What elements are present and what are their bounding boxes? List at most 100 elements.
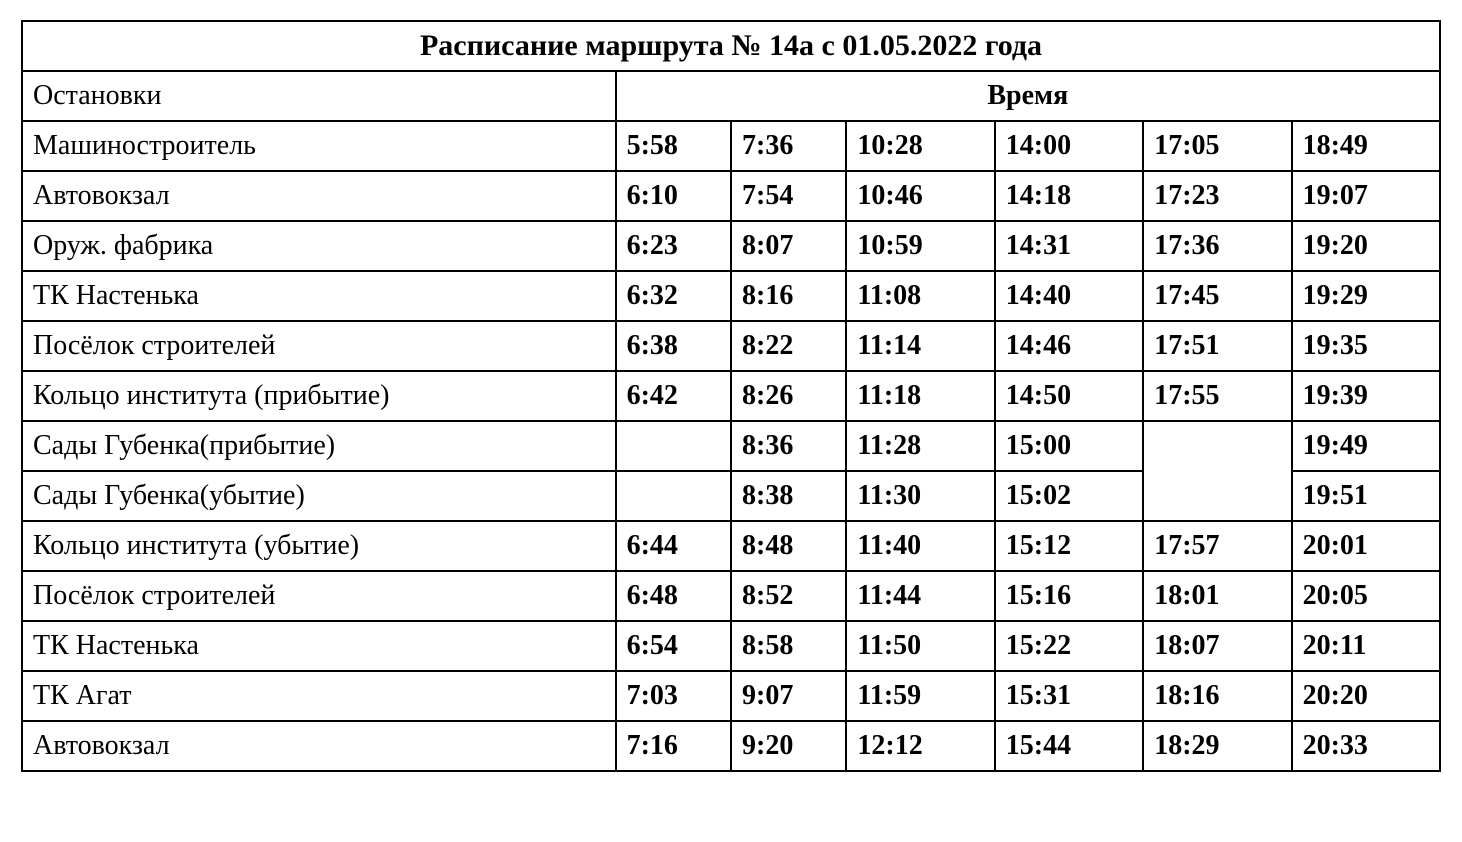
- stop-name: Машиностроитель: [22, 121, 616, 171]
- time-cell: 15:22: [995, 621, 1143, 671]
- time-cell: 19:20: [1292, 221, 1440, 271]
- time-cell: 9:20: [731, 721, 846, 771]
- table-row: Посёлок строителей6:388:2211:1414:4617:5…: [22, 321, 1440, 371]
- time-cell: 19:39: [1292, 371, 1440, 421]
- time-cell: 15:31: [995, 671, 1143, 721]
- stop-name: ТК Агат: [22, 671, 616, 721]
- time-cell: 17:51: [1143, 321, 1291, 371]
- time-cell: 19:35: [1292, 321, 1440, 371]
- time-cell: 14:50: [995, 371, 1143, 421]
- time-cell: 18:01: [1143, 571, 1291, 621]
- schedule-body: Машиностроитель5:587:3610:2814:0017:0518…: [22, 121, 1440, 771]
- table-row: Сады Губенка(прибытие) 8:3611:2815:00 19:4…: [22, 421, 1440, 471]
- time-cell: 6:48: [616, 571, 731, 621]
- stop-name: Сады Губенка(убытие): [22, 471, 616, 521]
- time-cell: 19:29: [1292, 271, 1440, 321]
- time-cell: 15:16: [995, 571, 1143, 621]
- time-cell: 20:20: [1292, 671, 1440, 721]
- stop-name: Посёлок строителей: [22, 321, 616, 371]
- stop-name: Автовокзал: [22, 721, 616, 771]
- time-cell: 11:50: [846, 621, 994, 671]
- table-row: ТК Агат7:039:0711:5915:3118:1620:20: [22, 671, 1440, 721]
- time-cell: 17:23: [1143, 171, 1291, 221]
- time-cell: 11:14: [846, 321, 994, 371]
- time-cell: 8:07: [731, 221, 846, 271]
- time-cell: 8:58: [731, 621, 846, 671]
- time-cell: 15:44: [995, 721, 1143, 771]
- time-cell: 19:07: [1292, 171, 1440, 221]
- table-row: Кольцо института (прибытие)6:428:2611:18…: [22, 371, 1440, 421]
- table-row: Кольцо института (убытие)6:448:4811:4015…: [22, 521, 1440, 571]
- time-cell: 17:05: [1143, 121, 1291, 171]
- time-cell: 8:52: [731, 571, 846, 621]
- stop-name: Кольцо института (прибытие): [22, 371, 616, 421]
- time-cell: 18:29: [1143, 721, 1291, 771]
- time-cell: 8:38: [731, 471, 846, 521]
- table-row: ТК Настенька6:548:5811:5015:2218:0720:11: [22, 621, 1440, 671]
- time-cell: 17:55: [1143, 371, 1291, 421]
- time-cell: 6:54: [616, 621, 731, 671]
- title-row: Расписание маршрута № 14а с 01.05.2022 г…: [22, 21, 1440, 71]
- time-cell: 18:16: [1143, 671, 1291, 721]
- time-cell: 11:08: [846, 271, 994, 321]
- time-cell: 14:40: [995, 271, 1143, 321]
- time-cell: 14:46: [995, 321, 1143, 371]
- time-cell: 18:07: [1143, 621, 1291, 671]
- time-cell: 6:10: [616, 171, 731, 221]
- time-cell: 7:16: [616, 721, 731, 771]
- time-cell: 9:07: [731, 671, 846, 721]
- time-cell: 12:12: [846, 721, 994, 771]
- time-cell: 8:26: [731, 371, 846, 421]
- time-cell: 14:18: [995, 171, 1143, 221]
- time-cell: 11:28: [846, 421, 994, 471]
- header-stops: Остановки: [22, 71, 616, 121]
- table-row: Посёлок строителей6:488:5211:4415:1618:0…: [22, 571, 1440, 621]
- time-cell: 17:36: [1143, 221, 1291, 271]
- time-cell: 14:00: [995, 121, 1143, 171]
- time-cell: 18:49: [1292, 121, 1440, 171]
- stop-name: ТК Настенька: [22, 621, 616, 671]
- time-cell: 6:44: [616, 521, 731, 571]
- time-cell: 11:44: [846, 571, 994, 621]
- time-cell: 11:59: [846, 671, 994, 721]
- time-cell: 5:58: [616, 121, 731, 171]
- time-cell: 7:03: [616, 671, 731, 721]
- time-cell: 6:23: [616, 221, 731, 271]
- time-cell: 6:32: [616, 271, 731, 321]
- time-cell: 11:18: [846, 371, 994, 421]
- time-cell: 19:49: [1292, 421, 1440, 471]
- table-title: Расписание маршрута № 14а с 01.05.2022 г…: [22, 21, 1440, 71]
- time-cell: [1143, 421, 1291, 521]
- time-cell: 11:40: [846, 521, 994, 571]
- time-cell: 8:16: [731, 271, 846, 321]
- time-cell: 20:11: [1292, 621, 1440, 671]
- time-cell: 15:00: [995, 421, 1143, 471]
- time-cell: 8:48: [731, 521, 846, 571]
- time-cell: 19:51: [1292, 471, 1440, 521]
- time-cell: 15:12: [995, 521, 1143, 571]
- time-cell: [616, 471, 731, 521]
- time-cell: 7:54: [731, 171, 846, 221]
- stop-name: Посёлок строителей: [22, 571, 616, 621]
- stop-name: Сады Губенка(прибытие): [22, 421, 616, 471]
- header-time: Время: [616, 71, 1440, 121]
- time-cell: 10:46: [846, 171, 994, 221]
- stop-name: Автовокзал: [22, 171, 616, 221]
- table-row: Оруж. фабрика6:238:0710:5914:3117:3619:2…: [22, 221, 1440, 271]
- time-cell: 20:05: [1292, 571, 1440, 621]
- time-cell: 20:33: [1292, 721, 1440, 771]
- table-row: ТК Настенька6:328:1611:0814:4017:4519:29: [22, 271, 1440, 321]
- time-cell: 11:30: [846, 471, 994, 521]
- time-cell: 17:57: [1143, 521, 1291, 571]
- table-row: Автовокзал6:107:5410:4614:1817:2319:07: [22, 171, 1440, 221]
- time-cell: [616, 421, 731, 471]
- time-cell: 6:42: [616, 371, 731, 421]
- time-cell: 6:38: [616, 321, 731, 371]
- time-cell: 14:31: [995, 221, 1143, 271]
- time-cell: 10:59: [846, 221, 994, 271]
- time-cell: 7:36: [731, 121, 846, 171]
- stop-name: Оруж. фабрика: [22, 221, 616, 271]
- time-cell: 8:36: [731, 421, 846, 471]
- time-cell: 20:01: [1292, 521, 1440, 571]
- time-cell: 17:45: [1143, 271, 1291, 321]
